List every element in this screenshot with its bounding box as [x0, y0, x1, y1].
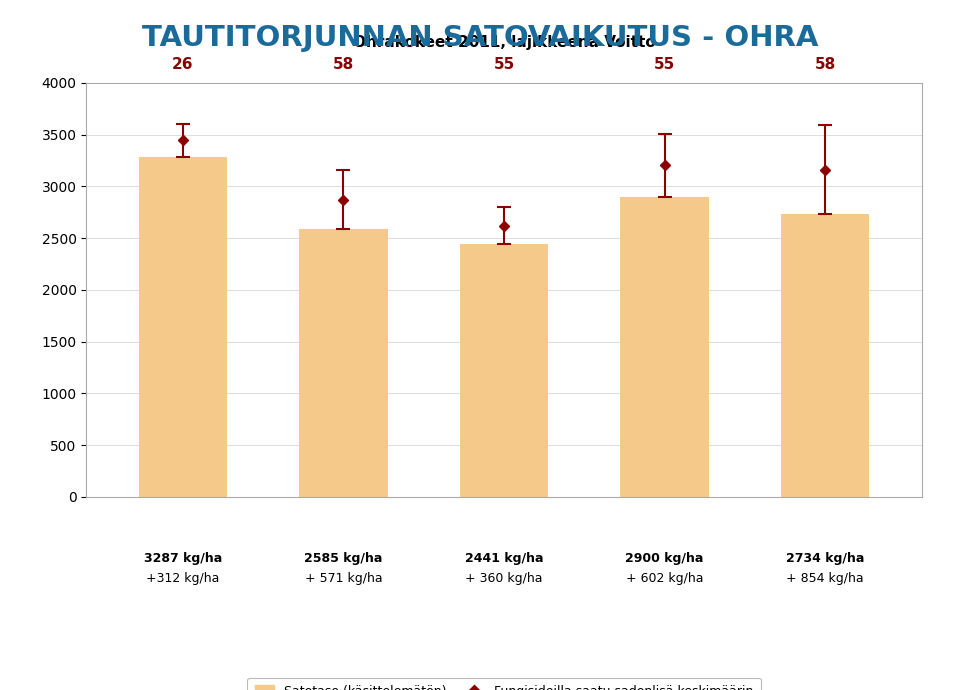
Text: 2585 kg/ha: 2585 kg/ha — [304, 552, 383, 564]
Text: 55: 55 — [654, 57, 675, 72]
Text: +312 kg/ha: +312 kg/ha — [146, 573, 220, 585]
Text: TAUTITORJUNNAN SATOVAIKUTUS - OHRA: TAUTITORJUNNAN SATOVAIKUTUS - OHRA — [142, 24, 818, 52]
Text: Ohrakokeet 2011, lajikkeena Voitto: Ohrakokeet 2011, lajikkeena Voitto — [352, 34, 656, 50]
Bar — [460, 244, 548, 497]
Text: + 854 kg/ha: + 854 kg/ha — [786, 573, 864, 585]
Text: + 602 kg/ha: + 602 kg/ha — [626, 573, 704, 585]
Text: 2900 kg/ha: 2900 kg/ha — [625, 552, 704, 564]
Bar — [300, 229, 388, 497]
Legend: Satotaso (käsittelemätön), Fungisideilla saatu sadonlisä keskimäärin: Satotaso (käsittelemätön), Fungisideilla… — [248, 678, 760, 690]
Text: 26: 26 — [172, 57, 194, 72]
Text: 58: 58 — [333, 57, 354, 72]
Text: 2441 kg/ha: 2441 kg/ha — [465, 552, 543, 564]
Bar — [620, 197, 708, 497]
Text: + 571 kg/ha: + 571 kg/ha — [304, 573, 382, 585]
Text: + 360 kg/ha: + 360 kg/ha — [466, 573, 542, 585]
Text: 2734 kg/ha: 2734 kg/ha — [786, 552, 864, 564]
Bar — [781, 214, 870, 497]
Bar — [138, 157, 227, 497]
Text: 55: 55 — [493, 57, 515, 72]
Text: 58: 58 — [815, 57, 836, 72]
Text: 3287 kg/ha: 3287 kg/ha — [144, 552, 222, 564]
